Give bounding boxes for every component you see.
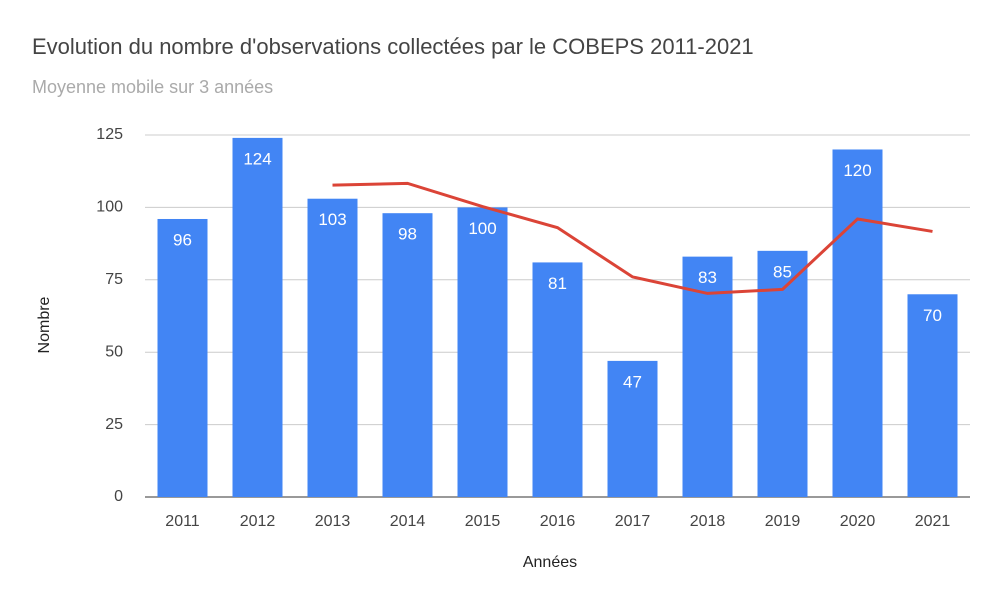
y-axis-label: Nombre: [36, 296, 53, 353]
bar: [607, 360, 658, 497]
x-axis-label: Années: [523, 554, 577, 571]
x-tick-label: 2013: [315, 513, 351, 530]
x-tick-label: 2016: [540, 513, 576, 530]
bar: [457, 207, 508, 497]
data-label: 96: [173, 230, 192, 249]
x-tick-label: 2020: [840, 513, 876, 530]
data-label: 98: [398, 225, 417, 244]
x-tick-label: 2015: [465, 513, 501, 530]
chart-title: Evolution du nombre d'observations colle…: [32, 34, 754, 59]
data-label: 120: [843, 161, 871, 180]
data-label: 103: [318, 210, 346, 229]
bar: [532, 262, 583, 497]
bar: [382, 213, 433, 497]
y-tick-label: 100: [96, 199, 123, 216]
y-tick-label: 0: [114, 488, 123, 505]
bar: [232, 137, 283, 497]
bar: [832, 149, 883, 498]
bar: [682, 256, 733, 497]
data-label: 81: [548, 274, 567, 293]
x-tick-label: 2018: [690, 513, 726, 530]
y-tick-label: 50: [105, 343, 123, 360]
y-tick-label: 25: [105, 416, 123, 433]
bar: [307, 198, 358, 497]
x-tick-label: 2019: [765, 513, 801, 530]
data-label: 100: [468, 219, 496, 238]
x-tick-label: 2021: [915, 513, 951, 530]
x-tick-label: 2014: [390, 513, 426, 530]
data-label: 83: [698, 268, 717, 287]
bar: [157, 218, 208, 497]
data-label: 124: [243, 149, 271, 168]
chart-subtitle: Moyenne mobile sur 3 années: [32, 77, 273, 97]
y-tick-label: 75: [105, 271, 123, 288]
x-tick-label: 2011: [165, 513, 200, 530]
x-tick-label: 2017: [615, 513, 651, 530]
bar: [757, 250, 808, 497]
x-tick-label: 2012: [240, 513, 276, 530]
y-tick-label: 125: [96, 126, 123, 143]
line: [332, 181, 933, 295]
bar: [907, 294, 958, 497]
data-label: 85: [773, 262, 792, 281]
data-label: 47: [623, 372, 642, 391]
data-label: 70: [923, 306, 942, 325]
